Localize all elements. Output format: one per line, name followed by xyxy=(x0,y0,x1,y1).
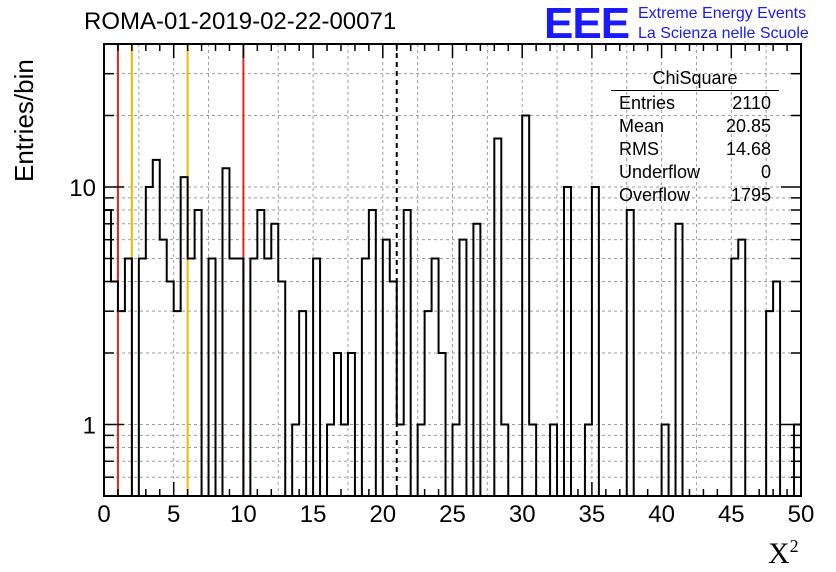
x-tick-label: 25 xyxy=(439,501,466,528)
stats-row: RMS 14.68 xyxy=(611,138,779,161)
tick-labels: 0 5 10 15 20 25 30 35 40 45 50 1 10 xyxy=(69,175,814,528)
stats-label: Overflow xyxy=(619,185,691,205)
y-axis-label-wrap: Entries/bin xyxy=(6,59,39,220)
chart-title: ROMA-01-2019-02-22-00071 xyxy=(84,8,397,35)
x-tick-label: 50 xyxy=(788,501,815,528)
x-tick-label: 5 xyxy=(167,501,180,528)
x-axis-label-superscript: 2 xyxy=(789,536,799,556)
stats-value: 14.68 xyxy=(725,139,771,159)
stats-row: Mean 20.85 xyxy=(611,115,779,138)
x-axis-label-base: X xyxy=(768,537,790,570)
stats-label: Entries xyxy=(619,93,676,113)
x-tick-label: 40 xyxy=(648,501,675,528)
x-tick-label: 15 xyxy=(300,501,327,528)
stats-title: ChiSquare xyxy=(611,68,779,91)
stats-label: Mean xyxy=(619,116,665,136)
x-tick-label: 30 xyxy=(509,501,536,528)
stats-box: ChiSquare Entries 2110 Mean 20.85 RMS 14.68… xyxy=(611,68,779,207)
y-tick-label: 10 xyxy=(69,175,96,202)
x-tick-label: 20 xyxy=(369,501,396,528)
x-tick-label: 45 xyxy=(718,501,745,528)
x-axis-label: X2 xyxy=(768,536,799,571)
x-tick-label: 35 xyxy=(579,501,606,528)
stats-value: 1795 xyxy=(730,185,771,205)
x-tick-label: 0 xyxy=(97,501,110,528)
stats-label: Underflow xyxy=(619,162,701,182)
eee-logo: EEE xyxy=(544,0,630,48)
stats-row: Entries 2110 xyxy=(611,92,779,115)
stats-row: Underflow 0 xyxy=(611,161,779,184)
logo-line-2: La Scienza nelle Scuole xyxy=(638,25,809,42)
stats-label: RMS xyxy=(619,139,659,159)
axis-ticks xyxy=(103,44,802,496)
stats-value: 20.85 xyxy=(725,116,771,136)
logo-line-1: Extreme Energy Events xyxy=(638,5,807,22)
y-axis-label: Entries/bin xyxy=(9,59,39,182)
stats-value: 0 xyxy=(760,162,771,182)
histogram-outline xyxy=(104,114,802,497)
stats-row: Overflow 1795 xyxy=(611,184,779,207)
x-tick-label: 10 xyxy=(230,501,257,528)
y-tick-label: 1 xyxy=(83,413,96,440)
stats-value: 2110 xyxy=(732,93,771,113)
